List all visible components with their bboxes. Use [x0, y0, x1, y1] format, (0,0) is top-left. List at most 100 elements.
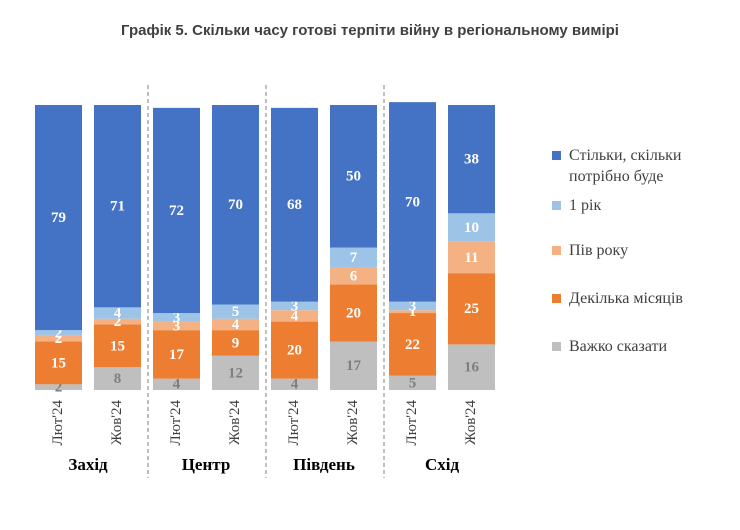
bar-segment	[94, 318, 141, 325]
bar-segment	[389, 301, 436, 311]
value-label: 16	[464, 360, 480, 376]
value-label: 22	[405, 337, 420, 353]
bar-segment	[153, 107, 200, 314]
value-label: 15	[51, 355, 66, 371]
legend-item: Декілька місяців	[552, 288, 683, 309]
value-label: 4	[232, 317, 240, 333]
bar-segment	[448, 105, 495, 214]
value-label: 68	[287, 197, 302, 213]
bar-segment	[153, 330, 200, 379]
value-label: 10	[464, 220, 479, 236]
x-tick-label: Жов'24	[109, 400, 125, 445]
value-label: 12	[228, 365, 243, 381]
bar-segment	[448, 241, 495, 274]
bar-segment	[153, 321, 200, 331]
legend-item: Важко сказати	[552, 336, 667, 357]
legend-swatch	[552, 151, 561, 160]
bar-segment	[94, 307, 141, 319]
bar-segment	[35, 341, 82, 385]
bar-segment	[330, 341, 377, 390]
value-label: 38	[464, 152, 479, 168]
bar-segment	[94, 324, 141, 368]
x-tick-label: Жов'24	[345, 400, 361, 445]
bar-segment	[94, 105, 141, 308]
bar-segment	[448, 344, 495, 390]
legend-swatch	[552, 201, 561, 210]
value-label: 9	[232, 335, 240, 351]
bar-segment	[389, 375, 436, 390]
bar-segment	[35, 384, 82, 390]
legend-swatch	[552, 246, 561, 255]
value-label: 20	[287, 343, 302, 359]
value-label: 70	[228, 197, 243, 213]
bar-segment	[212, 355, 259, 390]
value-label: 6	[350, 268, 358, 284]
bar-segment	[153, 313, 200, 322]
bar-segment	[212, 304, 259, 319]
bar-segment	[271, 321, 318, 379]
group-label: Центр	[182, 455, 231, 474]
bar-segment	[330, 267, 377, 285]
bar-segment	[153, 378, 200, 390]
value-label: 5	[409, 375, 417, 391]
bar-segment	[35, 105, 82, 331]
value-label: 3	[173, 310, 181, 326]
value-label: 71	[110, 199, 125, 215]
value-label: 3	[291, 298, 299, 314]
bar-segment	[389, 102, 436, 302]
legend-label: Важко сказати	[569, 338, 668, 355]
bar-segment	[330, 284, 377, 342]
group-label: Південь	[293, 455, 355, 474]
bar-segment	[448, 213, 495, 242]
legend-swatch	[552, 294, 561, 303]
bar-segment	[271, 107, 318, 302]
value-label: 70	[405, 194, 420, 210]
legend-item: Пів року	[552, 240, 628, 261]
legend-item: Стільки, скільки потрібно буде	[552, 145, 727, 187]
bar-segment	[448, 273, 495, 345]
bar-segment	[35, 330, 82, 336]
value-label: 15	[110, 338, 125, 354]
bar-segment	[94, 367, 141, 390]
x-tick-label: Лют'24	[404, 400, 420, 446]
value-label: 4	[173, 377, 181, 393]
value-label: 17	[346, 358, 362, 374]
chart-title: Графік 5. Скільки часу готові терпіти ві…	[121, 22, 619, 39]
value-label: 2	[114, 314, 122, 330]
value-label: 2	[55, 331, 63, 347]
value-label: 2	[55, 325, 63, 341]
bar-segment	[389, 313, 436, 376]
value-label: 8	[114, 371, 122, 387]
legend-item: 1 рік	[552, 195, 601, 216]
bar-segment	[212, 105, 259, 305]
value-label: 50	[346, 169, 361, 185]
x-tick-label: Жов'24	[227, 400, 243, 445]
legend-swatch	[552, 342, 561, 351]
bar-segment	[330, 105, 377, 248]
value-label: 1	[409, 304, 417, 320]
value-label: 72	[169, 203, 184, 219]
bar-segment	[35, 335, 82, 342]
bar-segment	[271, 301, 318, 311]
value-label: 4	[291, 308, 299, 324]
x-tick-label: Жов'24	[463, 400, 479, 445]
legend-label: Декілька місяців	[569, 290, 683, 307]
value-label: 3	[409, 298, 417, 314]
x-tick-label: Лют'24	[168, 400, 184, 446]
legend-label: Пів року	[569, 242, 629, 259]
x-tick-label: Лют'24	[286, 400, 302, 446]
bar-segment	[271, 378, 318, 390]
bar-segment	[212, 318, 259, 331]
value-label: 4	[114, 305, 122, 321]
value-label: 7	[350, 250, 358, 266]
bar-segment	[389, 310, 436, 314]
legend-label: Стільки, скільки потрібно буде	[569, 147, 682, 185]
value-label: 5	[232, 304, 240, 320]
group-label: Схід	[425, 455, 460, 474]
bar-segment	[330, 247, 377, 268]
x-tick-label: Лют'24	[50, 400, 66, 446]
value-label: 2	[55, 380, 63, 396]
bar-segment	[271, 310, 318, 322]
value-label: 79	[51, 210, 66, 226]
